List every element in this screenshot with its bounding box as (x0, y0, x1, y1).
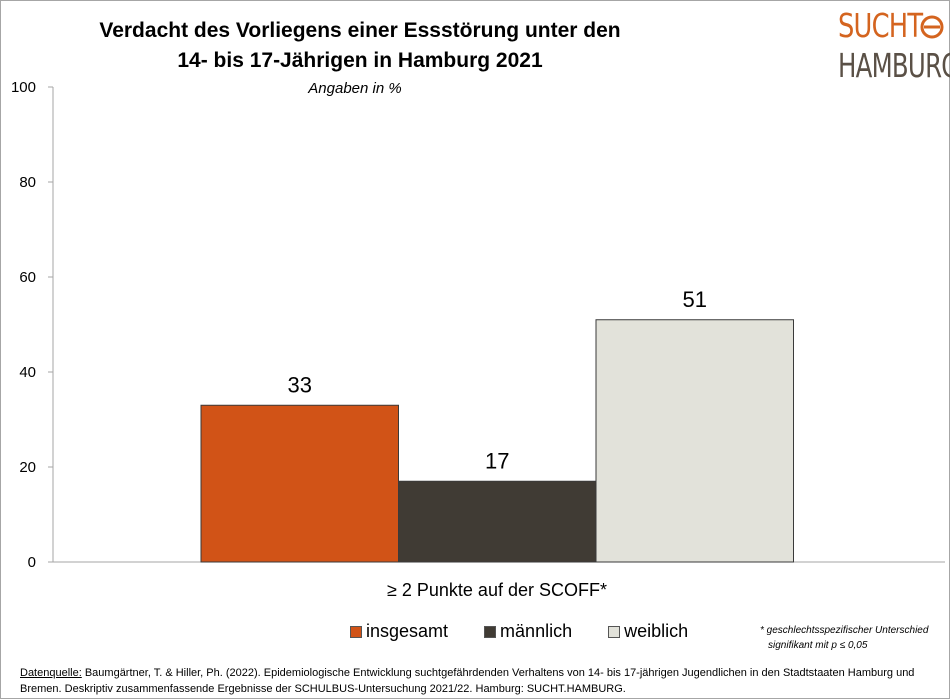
legend-label: insgesamt (366, 621, 449, 641)
logo-text-sucht: SUCHT (838, 6, 923, 45)
y-tick-label: 0 (28, 554, 36, 571)
source-label: Datenquelle: (20, 667, 82, 679)
legend-item-männlich: männlich (484, 621, 572, 642)
chart-title-line-1: Verdacht des Vorliegens einer Essstörung… (99, 19, 621, 42)
legend-swatch (608, 625, 621, 638)
bar-insgesamt (200, 404, 399, 563)
chart-title-line-2: 14- bis 17-Jährigen in Hamburg 2021 (177, 49, 543, 72)
note-line-1: * geschlechtsspezifischer Unterschied (760, 625, 929, 636)
y-tick-label: 40 (19, 364, 36, 381)
y-tick-label: 100 (11, 79, 36, 96)
sucht-hamburg-logo: SUCHT HAMBURG (838, 6, 950, 88)
bars (200, 319, 794, 563)
legend-item-insgesamt: insgesamt (350, 621, 448, 642)
chart-title: Verdacht des Vorliegens einer Essstörung… (40, 16, 680, 76)
legend-swatch (484, 625, 497, 638)
data-source: Datenquelle: Baumgärtner, T. & Hiller, P… (20, 665, 940, 697)
bar-weiblich (595, 319, 794, 563)
legend-label: weiblich (624, 621, 689, 641)
note-line-2: signifikant mit p ≤ 0,05 (768, 640, 868, 651)
source-text: Baumgärtner, T. & Hiller, Ph. (2022). Ep… (20, 667, 915, 695)
data-label-männlich: 17 (485, 448, 509, 473)
logo-text-hamburg: HAMBURG (838, 46, 950, 85)
significance-note: * geschlechtsspezifischer Unterschied si… (760, 623, 928, 653)
legend-label: männlich (500, 621, 573, 641)
chart-subtitle: Angaben in % (308, 80, 402, 97)
y-tick-label: 80 (19, 174, 36, 191)
bar-männlich (398, 480, 597, 563)
axes: 0 20 40 60 80 100 ≥ 2 Punkte auf der SCOFF* (11, 79, 945, 600)
y-tick-label: 60 (19, 269, 36, 286)
logo-circle-icon (920, 15, 944, 39)
data-label-weiblich: 51 (683, 287, 707, 312)
y-tick-label: 20 (19, 459, 36, 476)
legend-swatch (350, 625, 362, 638)
legend-item-weiblich: weiblich (608, 621, 688, 642)
data-label-insgesamt: 33 (288, 372, 312, 397)
x-category-label: ≥ 2 Punkte auf der SCOFF* (387, 580, 607, 600)
data-labels: 33 17 51 (288, 287, 707, 474)
chart-legend: insgesamt männlich weiblich (350, 621, 724, 642)
